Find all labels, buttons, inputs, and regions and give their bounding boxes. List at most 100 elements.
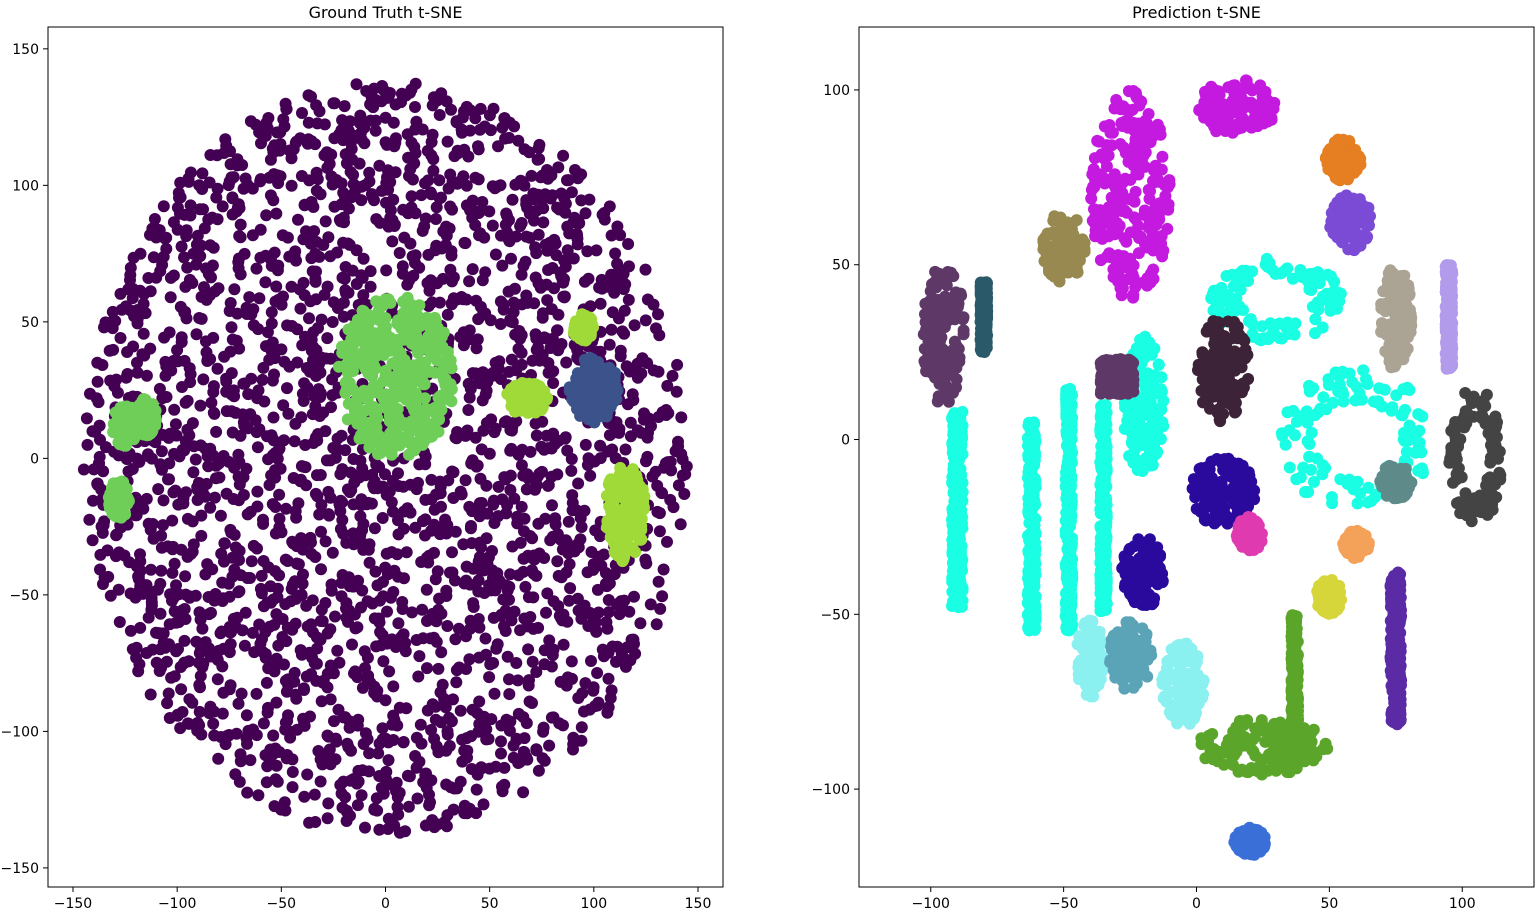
scatter-point [288,666,301,679]
scatter-point [384,176,397,188]
scatter-point [382,754,395,767]
scatter-point [233,585,246,598]
scatter-point [599,567,612,579]
scatter-point [281,231,294,244]
scatter-point [120,371,133,384]
scatter-point [650,618,663,631]
scatter-point [247,303,260,316]
scatter-point [414,718,427,731]
scatter-point [397,736,410,749]
scatter-point [234,748,247,761]
scatter-point [1106,126,1119,139]
scatter-point [300,362,313,374]
scatter-point [591,667,604,679]
scatter-point [400,546,413,559]
scatter-point [395,631,408,644]
scatter-point [235,473,247,486]
scatter-point [530,569,543,582]
scatter-point [323,509,336,522]
scatter-point [122,465,135,478]
scatter-point [1116,176,1129,189]
scatter-point [518,512,531,525]
scatter-point [446,275,458,288]
cluster-8 [563,351,624,429]
scatter-point [96,359,109,371]
scatter-point [357,289,370,302]
scatter-point [338,100,351,113]
scatter-point [653,329,666,342]
scatter-point [276,631,289,643]
scatter-point [411,309,424,322]
scatter-point [527,622,540,635]
scatter-point [194,250,207,263]
scatter-point [167,216,180,229]
scatter-point [584,469,597,482]
scatter-point [365,367,378,380]
scatter-point [334,523,347,535]
scatter-point [1226,126,1239,139]
scatter-point [232,198,245,211]
scatter-point [368,522,381,535]
scatter-point [617,267,630,280]
scatter-point [525,169,538,182]
scatter-point [619,278,632,291]
scatter-point [297,543,309,556]
scatter-point [579,438,592,451]
scatter-point [611,220,624,233]
scatter-point [193,179,206,192]
scatter-point [240,709,253,722]
scatter-point [466,263,479,276]
scatter-point [416,224,429,237]
scatter-point [314,633,327,646]
scatter-point [415,737,428,750]
scatter-point [295,411,308,424]
scatter-point [517,565,530,578]
scatter-point [372,747,385,760]
scatter-point [1088,181,1101,194]
scatter-point [336,271,349,284]
scatter-point [553,717,566,730]
scatter-point [368,482,381,495]
scatter-point [270,280,283,293]
scatter-point [80,412,93,425]
scatter-point [324,693,337,706]
scatter-point [168,447,180,460]
scatter-point [476,274,489,287]
scatter-point [283,144,296,157]
scatter-point [81,438,94,451]
scatter-point [461,424,474,437]
scatter-point [450,115,463,128]
scatter-point [565,464,578,477]
scatter-point [579,207,592,220]
x-tick-label: 150 [685,896,712,912]
scatter-point [581,372,594,385]
scatter-point [126,643,139,656]
scatter-point [647,298,660,311]
scatter-point [127,283,140,295]
scatter-point [1113,251,1126,264]
scatter-point [276,613,289,625]
scatter-point [336,496,349,509]
scatter-point [259,651,272,664]
scatter-point [203,289,216,302]
scatter-point [263,353,276,366]
scatter-point [218,537,231,550]
scatter-point [514,220,527,233]
scatter-point [1245,96,1258,109]
scatter-point [611,527,624,540]
scatter-point [250,687,263,700]
scatter-point [506,193,519,206]
scatter-point [404,506,417,519]
scatter-point [83,513,96,526]
scatter-point [305,333,318,346]
scatter-point [504,469,517,482]
scatter-point [566,489,579,502]
scatter-point [622,238,635,250]
scatter-point [179,570,192,583]
scatter-point [470,460,483,473]
scatter-point [306,408,319,421]
scatter-point [372,313,385,326]
scatter-point [171,344,184,357]
scatter-point [108,380,121,393]
scatter-point [335,215,348,228]
